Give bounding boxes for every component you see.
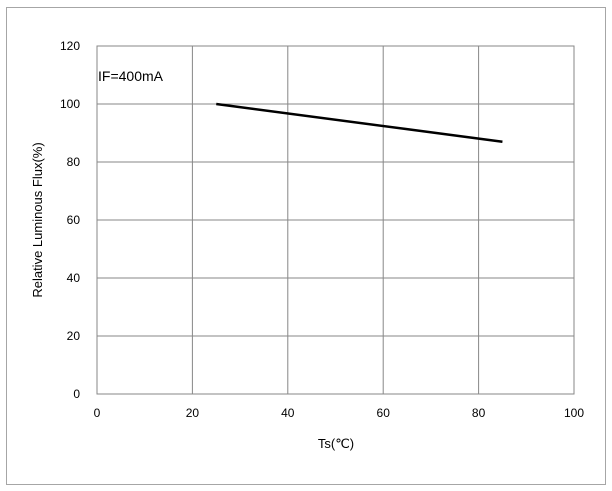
grid (96, 45, 575, 395)
y-tick-label: 40 (67, 271, 81, 285)
plot-border (96, 45, 575, 395)
y-tick-label: 120 (60, 39, 80, 53)
x-axis-label: Ts(℃) (318, 436, 354, 451)
x-tick-label: 40 (281, 406, 295, 420)
x-tick-labels: 0 20 40 60 80 100 (94, 406, 585, 420)
series-line (216, 102, 503, 143)
x-tick-label: 0 (94, 406, 101, 420)
series-layer (216, 102, 503, 143)
y-axis-label: Relative Luminous Flux(%) (30, 142, 45, 297)
x-tick-label: 20 (186, 406, 200, 420)
y-tick-label: 0 (73, 387, 80, 401)
y-tick-label: 100 (60, 97, 80, 111)
x-tick-label: 100 (564, 406, 584, 420)
condition-annotation: IF=400mA (98, 68, 164, 84)
y-tick-labels: 0 20 40 60 80 100 120 (60, 39, 80, 401)
plot-area (96, 45, 575, 395)
x-tick-label: 60 (377, 406, 391, 420)
x-tick-label: 80 (472, 406, 486, 420)
y-tick-label: 80 (67, 155, 81, 169)
y-tick-label: 60 (67, 213, 81, 227)
y-tick-label: 20 (67, 329, 81, 343)
chart-frame (6, 7, 606, 485)
